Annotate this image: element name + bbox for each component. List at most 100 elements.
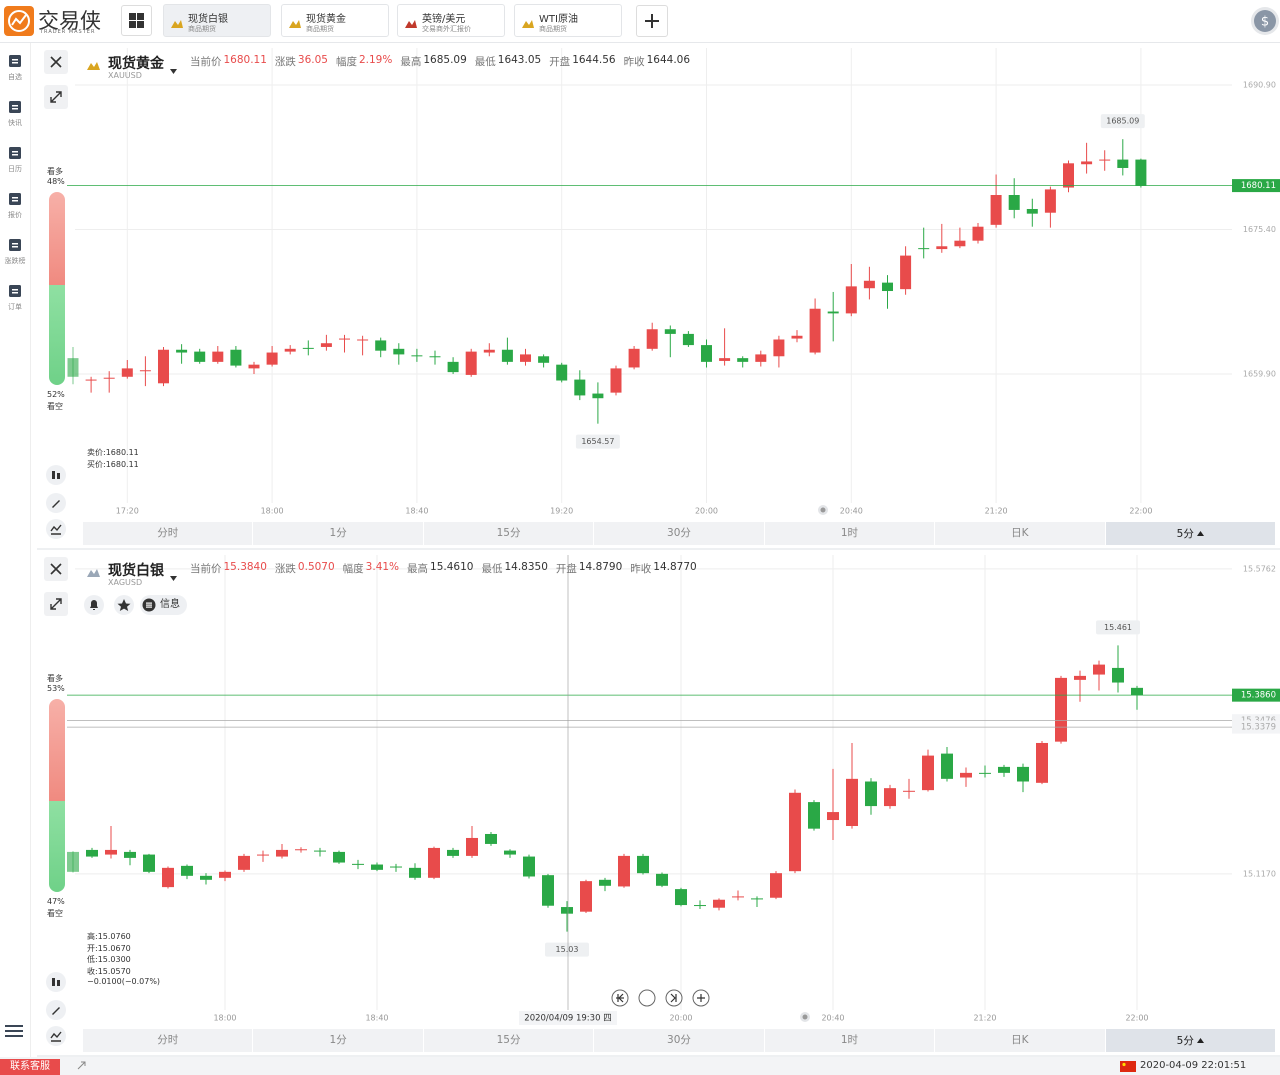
symbol-tab[interactable]: 英镑/美元 交易商外汇报价 [397,4,505,37]
candle-body [409,867,421,878]
flag-icon [1120,1061,1136,1072]
timeframe-tab[interactable]: 1时 [764,1029,935,1052]
candle-body [276,849,288,857]
bull-text: 看多 [47,167,63,176]
x-tick-label: 20:00 [695,507,718,516]
tool-button[interactable] [46,493,66,513]
tool-button[interactable] [46,519,66,539]
stat: 当前价 15.3840 [190,561,267,576]
refresh-icon[interactable] [75,1059,89,1073]
symbol-tab[interactable]: 现货黄金 商品期货 [281,4,389,37]
panel-divider [37,548,1280,550]
menu-icon[interactable] [5,1023,25,1043]
timeframe-label: 1分 [329,1034,347,1046]
candle-body [954,240,966,247]
candle-body [85,379,97,381]
x-tick-label: 20:40 [821,1014,844,1023]
bull-bar [49,192,65,285]
expand-button[interactable] [44,592,68,616]
tab-sub: 交易商外汇报价 [422,25,471,33]
stat: 开盘 14.8790 [556,561,622,576]
timeframe-tab[interactable]: 分时 [83,1029,253,1052]
candle-body [352,863,364,865]
info-button[interactable]: 信息 [140,595,187,615]
candle-body [1055,677,1067,742]
sidebar-label[interactable]: 涨跌榜 [4,257,26,265]
stat-value: 3.41% [365,561,400,573]
tool-button[interactable] [46,1026,66,1046]
timeframe-tab[interactable]: 日K [935,1029,1105,1052]
sidebar-label[interactable]: 自选 [8,73,22,81]
symbol-title[interactable]: 现货黄金 [108,56,164,72]
sidebar-label[interactable]: 快讯 [8,119,22,127]
candle-body [675,889,687,906]
timeframe-tab[interactable]: 1时 [764,522,935,545]
timeframe-tab[interactable]: 15分 [423,1029,594,1052]
timeframe-tab[interactable]: 日K [935,522,1105,545]
candle-body [845,286,857,314]
sidebar-icon[interactable] [7,191,23,210]
extreme-label: 1654.57 [581,437,614,446]
stat-label: 昨收 [623,56,645,68]
account-icon[interactable]: $ [1250,6,1280,36]
expand-button[interactable] [44,85,68,109]
candle-body [1008,195,1020,210]
title-caret[interactable] [170,60,178,79]
timeframe-tab[interactable]: 5分 [1105,1029,1275,1052]
candle-body [900,255,912,290]
sidebar-label[interactable]: 日历 [8,165,22,173]
sidebar-icon[interactable] [7,145,23,164]
tool-button[interactable] [46,1000,66,1020]
timeframe-label: 日K [1011,1034,1029,1046]
bear-text: 看空 [47,402,63,411]
candle-body [701,345,712,362]
candle-body [846,778,858,827]
symbol-title[interactable]: 现货白银 [108,563,164,579]
alert-button[interactable] [84,595,104,615]
timeframe-tab[interactable]: 1分 [253,1029,423,1052]
sidebar-icon[interactable] [7,283,23,302]
sidebar-label[interactable]: 订单 [8,303,22,311]
crosshair-label-box [519,1011,617,1025]
symbol-tab[interactable]: WTI原油 商品期货 [514,4,622,37]
candle-body [393,348,405,355]
timeframe-tab[interactable]: 5分 [1105,522,1275,545]
tool-button[interactable] [46,465,66,485]
timeframe-tab[interactable]: 15分 [423,522,594,545]
candle-body [485,833,497,844]
sidebar-icon[interactable] [7,53,23,72]
timeframe-tab[interactable]: 1分 [253,522,423,545]
info-line: −0.0100(−0.07%) [87,977,161,986]
tool-button[interactable] [46,972,66,992]
x-tick-label: 18:00 [213,1014,236,1023]
sidebar-label[interactable]: 报价 [8,211,22,219]
add-tab-button[interactable] [636,5,668,37]
stat: 昨收 14.8770 [630,561,696,576]
candle-body [176,349,188,353]
timeframe-tab[interactable]: 30分 [594,522,764,545]
layout-button[interactable] [121,5,152,36]
timeframe-tab[interactable]: 30分 [594,1029,764,1052]
service-button[interactable]: 联系客服 [0,1059,60,1075]
candle-body [592,393,604,399]
stat-value: 14.8770 [653,561,697,573]
sidebar-icon[interactable] [7,237,23,256]
candle-body [1112,667,1124,683]
title-caret[interactable] [170,567,178,586]
candle-body [979,772,991,774]
stat: 昨收 1644.06 [624,54,690,69]
timeframe-tab[interactable]: 分时 [83,522,253,545]
candle-body [827,812,839,821]
star-button[interactable] [114,595,134,615]
sidebar-icon[interactable] [7,99,23,118]
close-button[interactable] [44,557,68,581]
info-line: 卖价:1680.11 [87,448,139,457]
stat-value: 1643.05 [497,54,542,66]
extreme-label-box [575,434,620,449]
expand-button-glyph [50,598,62,610]
logo-icon [4,6,34,36]
candle-body [936,246,948,250]
symbol-tab[interactable]: 现货白银 商品期货 [163,4,271,37]
close-button[interactable] [44,50,68,74]
tab-name: WTI原油 [539,14,578,25]
